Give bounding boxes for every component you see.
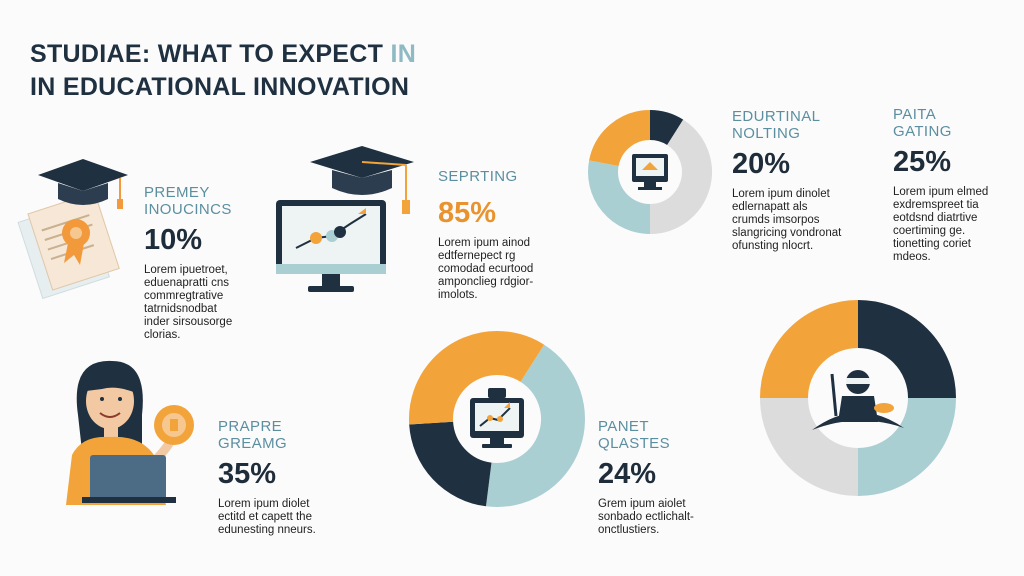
stat-card-2: SEPRTING 85% Lorem ipum ainod edtfernepec… [438, 168, 568, 302]
donut-right-segment-3 [760, 396, 860, 496]
stat-card-5: PRAPRE GREAMG 35% Lorem ipum diolet ectitd… [218, 418, 348, 537]
stat-description: Lorem ipum diolet ectitd et capett the edu… [218, 498, 316, 536]
title-accent: IN [390, 40, 417, 68]
donut-middle [409, 331, 585, 507]
diploma-graduation-cap-icon [17, 159, 128, 300]
donut-top-segment-2 [649, 119, 712, 234]
stat-label: PRAPRE GREAMG [218, 418, 288, 452]
donut-right [760, 300, 956, 496]
donut-top [588, 110, 712, 234]
donut-middle-segment-3 [409, 420, 493, 507]
donut-top-segment-1 [649, 110, 684, 146]
donut-right-segment-1 [856, 300, 956, 400]
title-line-1: STUDIAE: WHAT TO EXPECT [30, 40, 384, 68]
stat-card-4: PAITA GATING 25% Lorem ipum elmed exdremsp… [893, 106, 1018, 264]
donut-middle-segment-1 [495, 331, 545, 383]
stat-value: 20% [732, 148, 791, 180]
donut-middle-segment-2 [485, 344, 585, 507]
stat-label: PREMEY INOUCINCS [144, 184, 232, 218]
stat-card-6: PANET QLASTES 24% Grem ipum aiolet sonbado… [598, 418, 728, 537]
stat-value: 25% [893, 146, 952, 178]
computer-chart-icon [470, 388, 524, 448]
stat-label: PAITA GATING [893, 106, 952, 140]
stat-value: 24% [598, 458, 657, 490]
donut-right-segment-4 [760, 300, 860, 400]
stat-description: Lorem ipuetroet, eduenapratti cns commregt… [144, 264, 233, 341]
stat-value: 85% [438, 197, 497, 229]
stat-description: Grem ipum aiolet sonbado ectlichalt-onctl… [598, 498, 694, 536]
donut-top-segment-3 [588, 160, 651, 234]
stat-label: SEPRTING [438, 168, 518, 185]
stat-card-1: PREMEY INOUCINCS 10% Lorem ipuetroet, edue… [144, 184, 274, 342]
donut-middle-segment-4 [409, 331, 499, 425]
stat-description: Lorem ipum ainod edtfernepect rg comodad e… [438, 237, 534, 301]
stat-label: PANET QLASTES [598, 418, 670, 452]
stat-value: 35% [218, 458, 277, 490]
ninja-figure-icon [812, 370, 904, 430]
title-line-2: IN EDUCATIONAL INNOVATION [30, 73, 410, 101]
stat-label: EDURTINAL NOLTING [732, 108, 821, 142]
donut-right-segment-2 [856, 396, 956, 496]
donut-top-segment-4 [589, 110, 651, 167]
stat-value: 10% [144, 224, 203, 256]
monitor-icon [632, 154, 668, 190]
stat-description: Lorem ipum dinolet edlernapatt als crumds … [732, 188, 842, 252]
student-laptop-icon [66, 360, 194, 505]
computer-graduation-cap-icon [276, 146, 414, 292]
stat-card-3: EDURTINAL NOLTING 20% Lorem ipum dinolet e… [732, 108, 872, 253]
page-title: STUDIAE: WHAT TO EXPECT IN IN EDUCATIONA… [30, 38, 416, 104]
stat-description: Lorem ipum elmed exdremspreet tia eotdsnd … [893, 186, 989, 263]
